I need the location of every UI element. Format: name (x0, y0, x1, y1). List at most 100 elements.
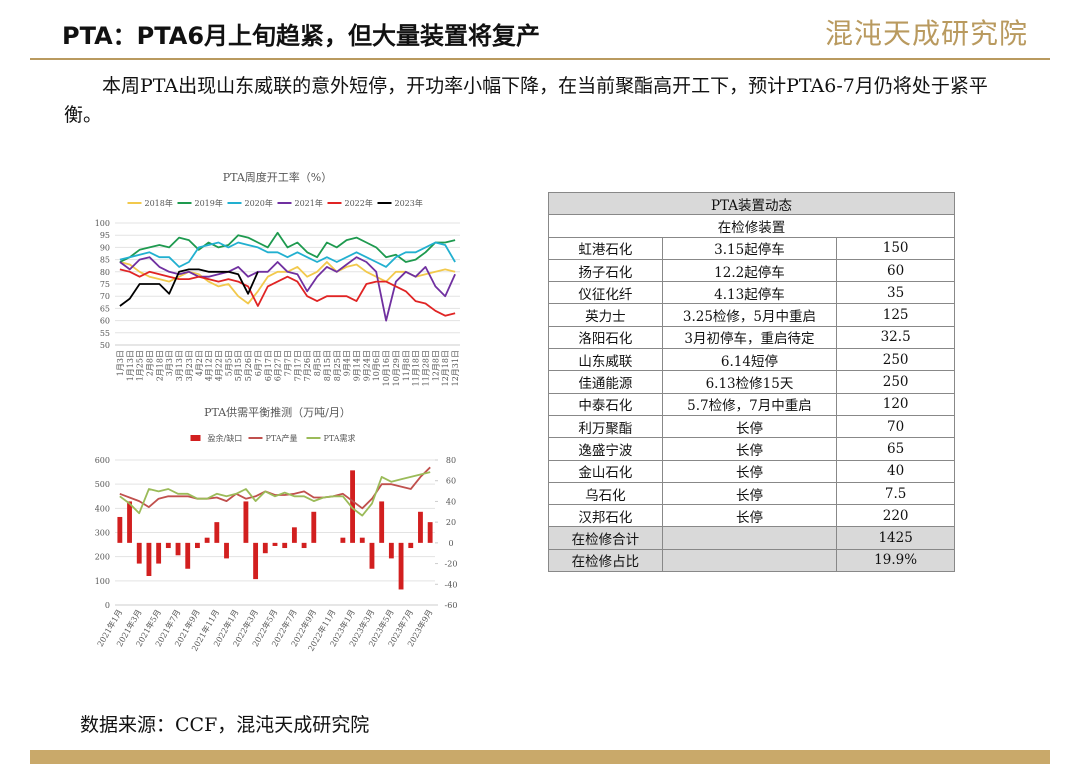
legend-label: 2018年 (145, 198, 173, 208)
bar (301, 542, 307, 549)
cell: 35 (836, 281, 955, 305)
x-tick-label: 10月29日 (392, 350, 401, 386)
y2-tick-label: 40 (446, 497, 456, 506)
cell: 7.5 (836, 481, 955, 506)
line (119, 471, 431, 517)
y-tick-label: 65 (100, 304, 110, 313)
cell: 在检修装置 (548, 214, 955, 238)
bar (204, 537, 210, 543)
table-row: 乌石化 长停 7.5 (548, 481, 955, 506)
cell: 长停 (661, 437, 838, 461)
legend-swatch (190, 435, 201, 441)
bar (262, 542, 268, 554)
cell: 32.5 (836, 325, 955, 350)
y-tick-label: 0 (105, 601, 110, 610)
cell: 金山石化 (548, 459, 663, 483)
y-tick-label: 90 (100, 243, 110, 252)
table-row: 洛阳石化 3月初停车，重启待定 32.5 (548, 325, 955, 350)
x-tick-label: 4月2日 (195, 350, 204, 376)
line (119, 268, 259, 307)
bar (291, 527, 297, 543)
x-tick-label: 10月16日 (382, 350, 391, 386)
cell: 125 (836, 303, 955, 327)
y2-tick-label: -20 (445, 560, 458, 569)
x-tick-label: 7月7日 (284, 350, 293, 376)
cell: 洛阳石化 (548, 325, 663, 350)
cell: 3月初停车，重启待定 (661, 325, 838, 350)
bar (243, 501, 249, 543)
chart-title: PTA周度开工率（%） (223, 170, 333, 184)
y2-tick-label: 0 (448, 539, 453, 548)
bar (146, 542, 152, 576)
x-tick-label: 11月28日 (422, 350, 431, 386)
bar (253, 542, 259, 580)
x-tick-label: 3月13日 (175, 350, 184, 381)
x-tick-label: 7月26日 (303, 350, 312, 381)
cell: 虹港石化 (548, 236, 663, 260)
table-row: 金山石化 长停 40 (548, 459, 955, 483)
table-row: 山东威联 6.14短停 250 (548, 348, 955, 372)
cell: 70 (836, 414, 955, 439)
y-tick-label: 100 (95, 219, 110, 228)
x-tick-label: 1月3日 (116, 350, 125, 376)
table-row: 逸盛宁波 长停 65 (548, 437, 955, 461)
table-row: 利万聚酯 长停 70 (548, 414, 955, 439)
bar (379, 501, 385, 543)
y-tick-label: 80 (100, 268, 110, 277)
cell: 佳通能源 (548, 370, 663, 394)
x-tick-label: 8月5日 (313, 350, 322, 376)
source: 数据来源：CCF，混沌天成研究院 (80, 714, 370, 736)
cell: 在检修合计 (548, 526, 663, 550)
cell: 40 (836, 459, 955, 483)
bar (195, 542, 200, 549)
legend-label: 2023年 (395, 198, 423, 208)
cell: 6.13检修15天 (661, 370, 838, 394)
y-tick-label: 600 (95, 456, 110, 465)
chart: PTA供需平衡推测（万吨/月）0100200300400500600-60-40… (95, 405, 458, 653)
y-tick-label: 70 (100, 292, 110, 301)
cell: 1425 (836, 526, 955, 550)
legend-label: 盈余/缺口 (208, 433, 243, 443)
y2-tick-label: 60 (446, 477, 456, 486)
cell: 5.7检修，7月中重启 (661, 392, 838, 416)
line (119, 256, 456, 322)
cell (661, 548, 838, 573)
y-tick-label: 95 (100, 231, 110, 240)
x-tick-label: 9月4日 (343, 350, 352, 376)
bar (272, 542, 278, 546)
line (119, 261, 456, 305)
cell: 仪征化纤 (548, 281, 663, 305)
cell: 山东威联 (548, 348, 663, 372)
y-tick-label: 60 (100, 317, 110, 326)
chart-title: PTA供需平衡推测（万吨/月） (204, 405, 351, 419)
cell: 英力士 (548, 303, 663, 327)
page-title: PTA：PTA6月上旬趋紧，但大量装置将复产 (62, 22, 541, 50)
cell: 150 (836, 236, 955, 260)
bar (165, 542, 171, 549)
y2-tick-label: 20 (446, 518, 456, 527)
x-tick-label: 7月17日 (293, 350, 302, 381)
table-row: 仪征化纤 4.13起停车 35 (548, 281, 955, 305)
legend-label: 2021年 (295, 198, 323, 208)
bar (224, 542, 229, 559)
line (119, 231, 456, 263)
cell: 乌石化 (548, 481, 663, 506)
y-tick-label: 50 (100, 341, 110, 350)
cell: 长停 (661, 504, 838, 528)
table-row: 佳通能源 6.13检修15天 250 (548, 370, 955, 394)
cell: 6.14短停 (661, 348, 838, 372)
table-row: 中泰石化 5.7检修，7月中重启 120 (548, 392, 955, 416)
x-tick-label: 2月8日 (146, 350, 155, 376)
cell: 3.15起停车 (661, 236, 838, 260)
bar (127, 501, 132, 543)
x-tick-label: 5月5日 (224, 350, 233, 376)
cell: 利万聚酯 (548, 414, 663, 439)
cell: 在检修占比 (548, 548, 663, 573)
line (119, 241, 456, 268)
x-tick-label: 9月14日 (353, 350, 362, 381)
cell: 3.25检修，5月中重启 (661, 303, 838, 327)
cell: 4.13起停车 (661, 281, 838, 305)
y2-tick-label: 80 (446, 456, 456, 465)
table-total: 在检修合计 1425 (548, 526, 955, 550)
